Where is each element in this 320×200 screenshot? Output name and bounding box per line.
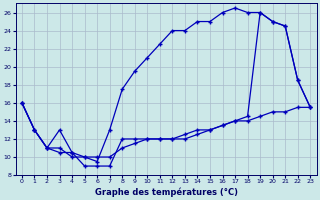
X-axis label: Graphe des températures (°C): Graphe des températures (°C) — [95, 187, 237, 197]
